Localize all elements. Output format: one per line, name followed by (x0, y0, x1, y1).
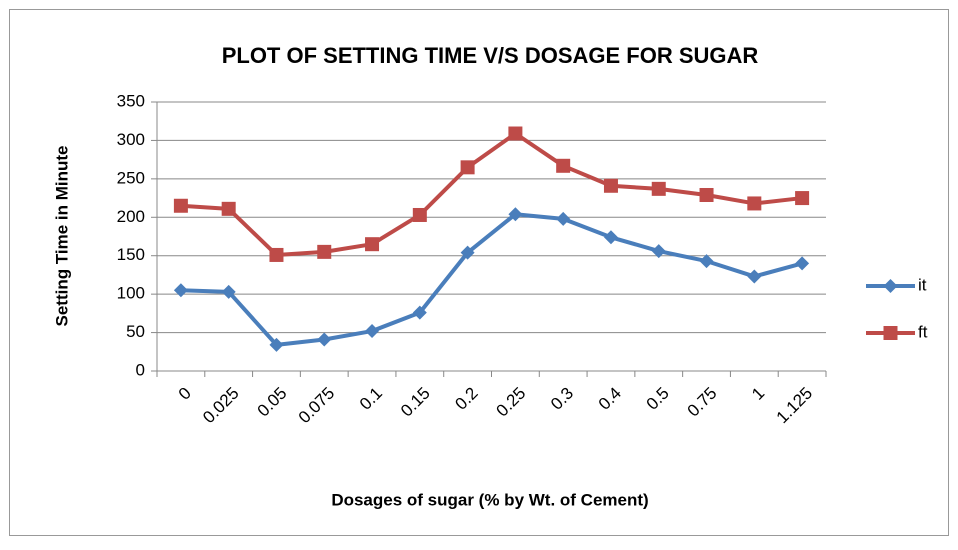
data-point (365, 237, 380, 252)
data-point (221, 201, 236, 216)
data-point (747, 269, 762, 284)
data-point (603, 178, 618, 193)
y-tick-label: 100 (117, 284, 145, 303)
data-point (795, 191, 810, 206)
data-point (699, 254, 714, 269)
data-point (651, 244, 666, 259)
y-tick-label: 50 (126, 322, 145, 341)
data-point (508, 207, 523, 222)
y-axis-title: Setting Time in Minute (52, 145, 71, 326)
chart-frame (9, 9, 949, 536)
data-point (365, 324, 380, 339)
data-point (317, 244, 332, 259)
data-point (556, 211, 571, 226)
y-tick-label: 0 (136, 360, 145, 379)
y-tick-label: 250 (117, 168, 145, 187)
legend-label: ft (918, 322, 928, 341)
legend-label: it (918, 275, 927, 294)
data-point (747, 196, 762, 211)
data-point (460, 245, 475, 260)
data-point (508, 126, 523, 141)
data-point (603, 230, 618, 245)
data-point (173, 198, 188, 213)
x-axis-title: Dosages of sugar (% by Wt. of Cement) (331, 490, 648, 509)
data-point (269, 337, 284, 352)
data-point (412, 305, 427, 320)
series-line (180, 131, 803, 257)
chart-title: PLOT OF SETTING TIME V/S DOSAGE FOR SUGA… (222, 43, 759, 68)
data-point (651, 181, 666, 196)
series-line (180, 212, 803, 347)
data-point (317, 332, 332, 347)
y-tick-label: 200 (117, 207, 145, 226)
legend-marker (883, 279, 898, 293)
data-point (221, 284, 236, 299)
data-point (556, 158, 571, 173)
data-point (269, 247, 284, 262)
legend-marker (883, 326, 898, 340)
y-tick-label: 300 (117, 130, 145, 149)
data-point (173, 283, 188, 298)
data-point (460, 160, 475, 175)
data-point (412, 207, 427, 222)
y-tick-label: 150 (117, 245, 145, 264)
data-point (699, 187, 714, 202)
y-tick-label: 350 (117, 91, 145, 110)
data-point (795, 256, 810, 271)
